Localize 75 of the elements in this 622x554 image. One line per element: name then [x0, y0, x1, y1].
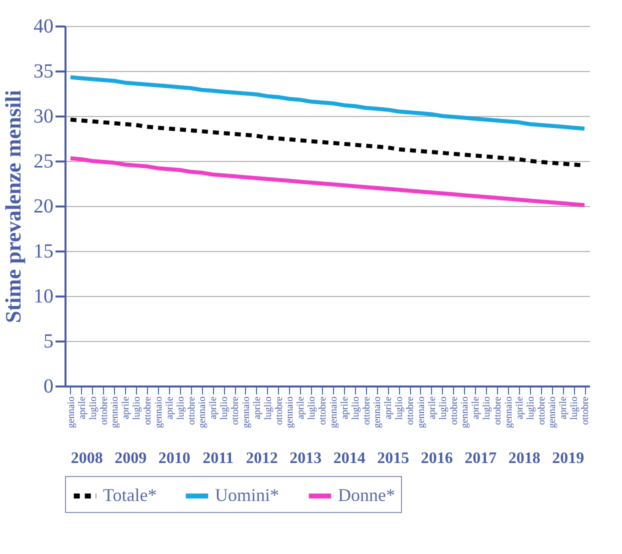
x-tick-label: aprile [76, 396, 88, 420]
x-tick-label: gennaio [284, 396, 296, 428]
text: 2013 [290, 450, 322, 467]
x-tick-label: gennaio [416, 396, 427, 428]
x-tick-label: ottobre [230, 396, 242, 425]
y-tick-label: 20 [34, 196, 54, 218]
x-tick-label: luglio [394, 396, 406, 420]
text: 2012 [246, 450, 278, 467]
x-tick-label: luglio [262, 396, 274, 420]
legend-label: Uomini* [215, 485, 280, 505]
x-tick-label: luglio [569, 396, 580, 420]
legend-label: Totale* [103, 485, 157, 505]
y-axis-title: Stime prevalenze mensili [0, 90, 26, 323]
x-tick-label: luglio [132, 396, 143, 420]
x-tick-label: ottobre [405, 396, 416, 425]
y-tick-label: 35 [34, 60, 54, 82]
x-tick-label: aprile [514, 396, 526, 420]
x-tick-label: gennaio [328, 396, 340, 428]
text: 2010 [158, 450, 190, 467]
x-tick-label: aprile [296, 396, 307, 420]
text: 2011 [202, 450, 234, 467]
text: 2019 [552, 450, 584, 467]
x-tick-label: luglio [219, 396, 230, 420]
y-tick-label: 30 [34, 106, 54, 128]
x-tick-label: gennaio [240, 396, 252, 428]
y-tick-label: 15 [34, 240, 54, 262]
text: 2017 [464, 450, 497, 467]
y-tick-label: 0 [44, 376, 54, 398]
line-series [68, 156, 587, 208]
y-tick-label: 40 [34, 16, 54, 38]
x-tick-label: luglio [175, 396, 186, 420]
x-tick-label: luglio [350, 396, 362, 420]
x-tick-label: aprile [120, 396, 132, 420]
y-tick-label: 5 [44, 330, 54, 352]
x-tick-label: luglio [438, 396, 449, 420]
x-tick-label: gennaio [197, 396, 208, 428]
x-tick-label: ottobre [580, 396, 592, 425]
text: 2008 [70, 450, 103, 467]
x-tick-label: gennaio [372, 396, 384, 428]
x-tick-label: luglio [306, 396, 318, 420]
text: 2014 [333, 450, 366, 467]
text: 2018 [508, 450, 540, 467]
x-tick-label: aprile [558, 396, 570, 420]
x-tick-label: gennaio [547, 396, 558, 428]
text: 2015 [377, 450, 410, 467]
x-tick-label: luglio [88, 396, 99, 420]
line-series [68, 75, 587, 131]
x-tick-label: gennaio [153, 396, 164, 428]
x-tick-label: gennaio [110, 396, 121, 428]
y-tick-label: 25 [34, 150, 54, 172]
x-tick-label: ottobre [142, 396, 154, 425]
x-tick-label: aprile [470, 396, 482, 420]
x-tick-label: gennaio [460, 396, 471, 428]
y-tick-label: 10 [34, 286, 54, 308]
x-tick-label: ottobre [536, 396, 548, 425]
x-tick-label: gennaio [503, 396, 514, 428]
x-tick-label: aprile [164, 396, 176, 420]
x-tick-label: aprile [426, 396, 438, 420]
text: 2016 [420, 450, 453, 467]
x-tick-label: aprile [339, 396, 350, 420]
x-tick-label: luglio [525, 396, 536, 420]
x-tick-label: aprile [208, 396, 220, 420]
x-tick-label: gennaio [66, 396, 77, 428]
x-tick-label: luglio [482, 396, 493, 420]
x-tick-label: ottobre [318, 396, 329, 425]
legend-label: Donne* [338, 485, 395, 505]
x-tick-label: aprile [383, 396, 394, 420]
x-tick-label: ottobre [448, 396, 460, 425]
x-tick-label: ottobre [361, 396, 372, 425]
x-tick-label: ottobre [492, 396, 504, 425]
text: 2009 [114, 450, 147, 467]
x-tick-label: ottobre [274, 396, 285, 425]
x-tick-label: ottobre [186, 396, 198, 425]
x-tick-label: aprile [252, 396, 263, 420]
x-tick-label: ottobre [98, 396, 110, 425]
